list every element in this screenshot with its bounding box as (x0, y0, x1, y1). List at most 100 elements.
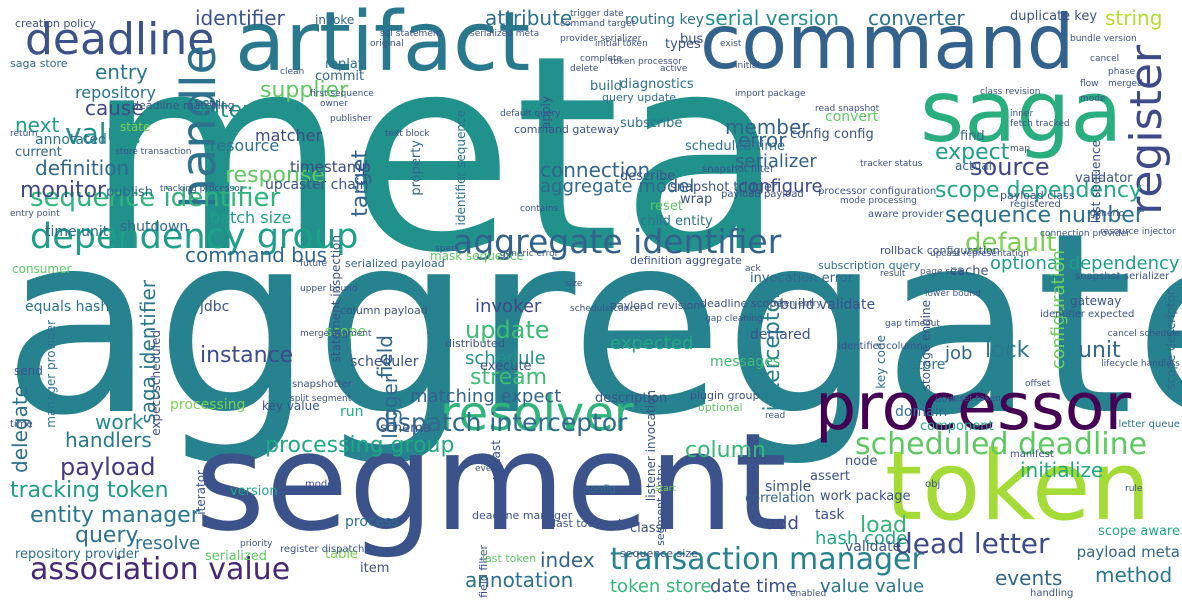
cloud-word: run (340, 404, 364, 420)
cloud-word: child entity (640, 214, 713, 229)
cloud-word: manifest (1010, 449, 1054, 460)
cloud-word: merged (1108, 79, 1143, 89)
cloud-word: store transaction (115, 147, 192, 157)
cloud-word: read (765, 411, 786, 421)
cloud-word: entry (95, 60, 148, 84)
cloud-word: serial version (705, 6, 839, 30)
cloud-word: model (305, 479, 337, 490)
cloud-word: definition aggregate (630, 254, 742, 267)
cloud-word: token store (610, 576, 712, 597)
cloud-word: query update (602, 91, 677, 104)
cloud-word: gap timeout (885, 319, 940, 329)
cloud-word: aggregate (2, 179, 1182, 470)
cloud-word: handlers (65, 428, 152, 452)
cloud-word: task (815, 507, 845, 523)
cloud-word: enabled (790, 589, 827, 599)
cloud-word: first sequence (310, 89, 374, 99)
cloud-word: rollback configuration (880, 244, 1000, 257)
cloud-word: correlation (745, 491, 815, 506)
cloud-word: generic (1090, 209, 1124, 219)
cloud-word: entity manager (30, 503, 200, 528)
cloud-word: gap cleaning (705, 314, 763, 324)
cloud-word: optional (698, 401, 743, 414)
cloud-word: deadline manager (472, 509, 573, 522)
cloud-word: description (595, 391, 668, 406)
cloud-word: manager provider (44, 320, 58, 428)
cloud-word: hash code (815, 528, 908, 549)
cloud-word: plugin group (690, 389, 760, 402)
cloud-word: letter queue (1118, 419, 1180, 430)
cloud-word: exist (720, 39, 742, 49)
cloud-word: build (590, 79, 622, 94)
cloud-word: spec (435, 244, 456, 254)
cloud-word: publisher (330, 114, 372, 124)
cloud-word: publish (106, 185, 153, 200)
cloud-word: handling (1030, 588, 1074, 599)
cloud-word: index (540, 548, 595, 572)
cloud-word: jdbc (200, 299, 230, 315)
cloud-word: batch size (210, 208, 292, 227)
cloud-word: mode processing (840, 196, 917, 206)
cloud-word: payload payload (721, 189, 804, 200)
cloud-word: map (1010, 144, 1030, 154)
cloud-word: events (995, 566, 1063, 590)
cloud-word: invoker (475, 296, 542, 317)
cloud-word: subscription query (818, 259, 921, 272)
cloud-word: current (15, 145, 62, 160)
cloud-word: future (300, 259, 328, 269)
cloud-word: trigger date (570, 9, 624, 19)
cloud-word: tracker status (860, 159, 923, 169)
cloud-word: registered (1010, 199, 1061, 210)
cloud-word: token processor (610, 57, 682, 67)
cloud-word: filter (200, 98, 252, 123)
cloud-word: node (845, 454, 878, 469)
cloud-word: processing (170, 397, 246, 413)
cloud-word: value value (820, 576, 925, 597)
cloud-word: build validate (780, 297, 876, 313)
cloud-word: dispatch interceptor (375, 408, 628, 437)
cloud-word: cache (950, 264, 989, 279)
cloud-word: item (360, 561, 390, 576)
cloud-word: supplier (260, 78, 349, 103)
cloud-word: scope aware (1098, 524, 1180, 539)
cloud-word: import package (735, 89, 806, 99)
cloud-word: payload meta (1076, 543, 1180, 561)
cloud-word: creation policy (15, 17, 96, 30)
cloud-word: value (65, 117, 142, 150)
cloud-word: uow (935, 394, 956, 405)
cloud-word: sequence identifier (30, 183, 281, 213)
cloud-word: initial (735, 61, 760, 71)
cloud-word: command gateway (514, 123, 620, 136)
cloud-word: resource (210, 136, 280, 155)
cloud-word: state (120, 120, 151, 134)
cloud-word: segment entry (654, 465, 667, 546)
cloud-word: scope descriptor (1164, 290, 1178, 390)
cloud-word: inner (1010, 109, 1034, 119)
cloud-word: domain (895, 404, 948, 420)
cloud-word: processor configuration (818, 186, 937, 197)
cloud-word: send (14, 364, 43, 378)
cloud-word: serialized meta (470, 29, 540, 39)
cloud-word: generic error (500, 249, 559, 259)
cloud-word: replay (325, 57, 366, 72)
cloud-word: schedule cancel (570, 304, 643, 314)
cloud-word: mask sequence (430, 249, 524, 263)
cloud-word: saga store (10, 57, 68, 70)
cloud-word: mode (1080, 94, 1106, 104)
cloud-word: equals hash (25, 299, 110, 315)
cloud-word: source (970, 153, 1050, 181)
cloud-word: processor (815, 370, 1132, 445)
cloud-word: complete (580, 54, 623, 64)
cloud-word: wrap (680, 192, 713, 207)
cloud-word: instance (200, 343, 294, 368)
cloud-word: timestamp (290, 158, 371, 176)
cloud-word: shutdown (120, 219, 189, 235)
cloud-word: cancel (1090, 54, 1120, 64)
cloud-word: lower bound (925, 289, 981, 299)
cloud-word: snapshot trigger (670, 180, 778, 195)
cloud-word: unit (1078, 338, 1121, 363)
cloud-word: gateway (1070, 294, 1122, 308)
cloud-word: cancel schedule (1107, 329, 1180, 339)
cloud-word: snapshot serializer (1075, 271, 1170, 282)
cloud-word: job (945, 343, 973, 364)
